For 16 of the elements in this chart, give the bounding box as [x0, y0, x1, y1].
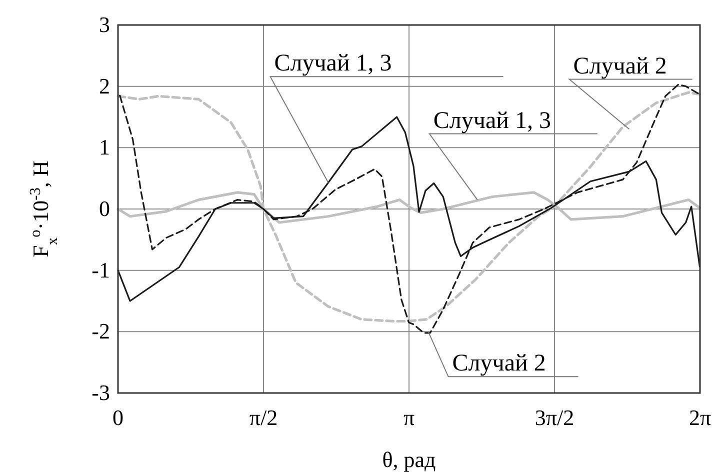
y-tick-label: 3	[99, 12, 110, 37]
y-tick-label: 1	[99, 134, 110, 160]
y-tick-label: 0	[99, 196, 110, 221]
x-tick-label: 3π/2	[534, 405, 574, 430]
x-tick-label: 2π	[688, 405, 712, 430]
y-tick-label: -2	[92, 318, 110, 344]
y-tick-label: 2	[99, 73, 110, 98]
y-tick-label: -3	[92, 380, 110, 405]
annotation: Случай 2	[452, 350, 546, 377]
x-tick-label: π/2	[249, 405, 278, 430]
y-tick-label: -1	[92, 257, 110, 282]
x-tick-label: π	[403, 405, 415, 430]
x-axis-title: θ, рад	[382, 447, 436, 472]
annotation: Случай 1, 3	[274, 50, 392, 77]
annotation: Случай 1, 3	[433, 108, 551, 134]
annotation: Случай 2	[573, 53, 667, 80]
